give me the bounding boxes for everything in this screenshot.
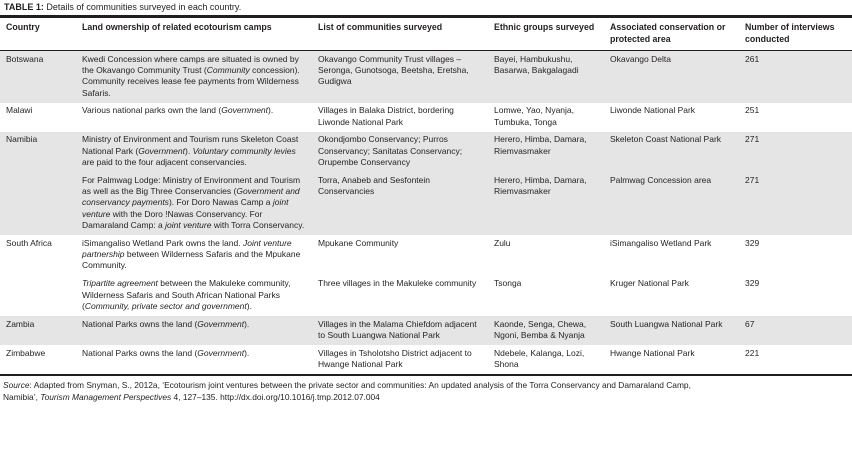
cell-country: Zimbabwe [6, 347, 46, 358]
col-header-land-ownership: Land ownership of related ecotourism cam… [82, 22, 272, 32]
col-header-country: Country [6, 22, 40, 32]
col-header-ethnic-groups: Ethnic groups surveyed [494, 22, 595, 32]
cell-interviews: 271 [745, 134, 760, 145]
table-row: Botswana Kwedi Concession where camps ar… [0, 51, 852, 103]
cell-protected-area: iSimangaliso Wetland Park [610, 237, 712, 248]
cell-ethnic-groups: Tsonga [494, 278, 522, 289]
cell-ethnic-groups: Bayei, Hambukushu, Basarwa, Bakgalagadi [494, 53, 579, 75]
table-row: Tripartite agreement between the Makulek… [0, 276, 852, 316]
source-line: Source: Adapted from Snyman, S., 2012a, … [3, 380, 691, 391]
cell-ethnic-groups: Herero, Himba, Damara, Riemvasmaker [494, 174, 587, 197]
table-row: Zambia National Parks owns the land (Gov… [0, 316, 852, 346]
col-header-protected-area: Associated conservation or protected are… [610, 22, 726, 44]
source-line: Namibia’, Tourism Management Perspective… [3, 391, 380, 402]
communities-table: Country Land ownership of related ecotou… [0, 15, 852, 377]
cell-communities: Okavango Community Trust villages – Sero… [318, 53, 469, 87]
cell-communities: Okondjombo Conservancy; Purros Conservan… [318, 134, 463, 168]
cell-country: Zambia [6, 318, 35, 329]
cell-country [6, 175, 82, 231]
table-title: TABLE 1: Details of communities surveyed… [0, 0, 852, 15]
cell-ethnic-groups: Herero, Himba, Damara, Riemvasmaker [494, 134, 587, 156]
table-header-row: Country Land ownership of related ecotou… [0, 18, 852, 52]
cell-interviews: 271 [745, 174, 760, 185]
col-header-communities: List of communities surveyed [318, 22, 443, 32]
cell-interviews: 261 [745, 53, 760, 64]
cell-country [6, 278, 82, 312]
cell-land-ownership: Tripartite agreement between the Makulek… [82, 278, 291, 311]
cell-protected-area: Hwange National Park [610, 347, 695, 358]
cell-protected-area: South Luangwa National Park [610, 318, 723, 329]
table-row: Zimbabwe National Parks owns the land (G… [0, 345, 852, 374]
table-row: For Palmwag Lodge: Ministry of Environme… [0, 172, 852, 236]
cell-communities: Mpukane Community [318, 237, 399, 248]
table-row: South Africa iSimangaliso Wetland Park o… [0, 235, 852, 275]
cell-communities: Villages in Balaka District, bordering L… [318, 105, 454, 127]
table-row: Namibia Ministry of Environment and Tour… [0, 131, 852, 173]
cell-protected-area: Okavango Delta [610, 53, 671, 64]
cell-protected-area: Kruger National Park [610, 278, 689, 289]
cell-interviews: 329 [745, 278, 760, 289]
cell-land-ownership: National Parks owns the land (Government… [82, 347, 250, 358]
cell-interviews: 251 [745, 105, 760, 116]
cell-communities: Villages in the Malama Chiefdom adjacent… [318, 318, 477, 340]
cell-protected-area: Palmwag Concession area [610, 174, 712, 185]
table-row: Malawi Various national parks own the la… [0, 103, 852, 132]
source-note: Source: Adapted from Snyman, S., 2012a, … [0, 380, 852, 402]
cell-protected-area: Skeleton Coast National Park [610, 134, 722, 145]
cell-interviews: 329 [745, 237, 760, 248]
cell-ethnic-groups: Lomwe, Yao, Nyanja, Tumbuka, Tonga [494, 105, 575, 127]
table-title-label: TABLE 1: [4, 2, 44, 12]
paper-page: TABLE 1: Details of communities surveyed… [0, 0, 852, 402]
col-header-interviews: Number of interviews conducted [745, 22, 835, 44]
cell-communities: Torra, Anabeb and Sesfontein Conservanci… [318, 174, 430, 197]
cell-interviews: 221 [745, 347, 760, 358]
cell-land-ownership: For Palmwag Lodge: Ministry of Environme… [82, 174, 305, 231]
cell-ethnic-groups: Kaonde, Senga, Chewa, Ngoni, Bemba & Nya… [494, 318, 587, 340]
cell-land-ownership: Ministry of Environment and Tourism runs… [82, 134, 299, 168]
cell-country: South Africa [6, 237, 52, 248]
cell-communities: Three villages in the Makuleke community [318, 278, 477, 289]
cell-interviews: 67 [745, 318, 755, 329]
cell-country: Malawi [6, 105, 33, 116]
table-body: Botswana Kwedi Concession where camps ar… [0, 51, 852, 374]
cell-communities: Villages in Tsholotsho District adjacent… [318, 347, 472, 370]
cell-ethnic-groups: Ndebele, Kalanga, Lozi, Shona [494, 347, 585, 370]
cell-land-ownership: Kwedi Concession where camps are situate… [82, 53, 300, 98]
cell-ethnic-groups: Zulu [494, 237, 511, 248]
cell-land-ownership: Various national parks own the land (Gov… [82, 105, 274, 116]
table-title-text: Details of communities surveyed in each … [43, 2, 242, 12]
cell-land-ownership: National Parks owns the land (Government… [82, 318, 250, 329]
cell-country: Botswana [6, 53, 44, 64]
cell-land-ownership: iSimangaliso Wetland Park owns the land.… [82, 237, 301, 271]
cell-protected-area: Liwonde National Park [610, 105, 696, 116]
cell-country: Namibia [6, 134, 38, 145]
